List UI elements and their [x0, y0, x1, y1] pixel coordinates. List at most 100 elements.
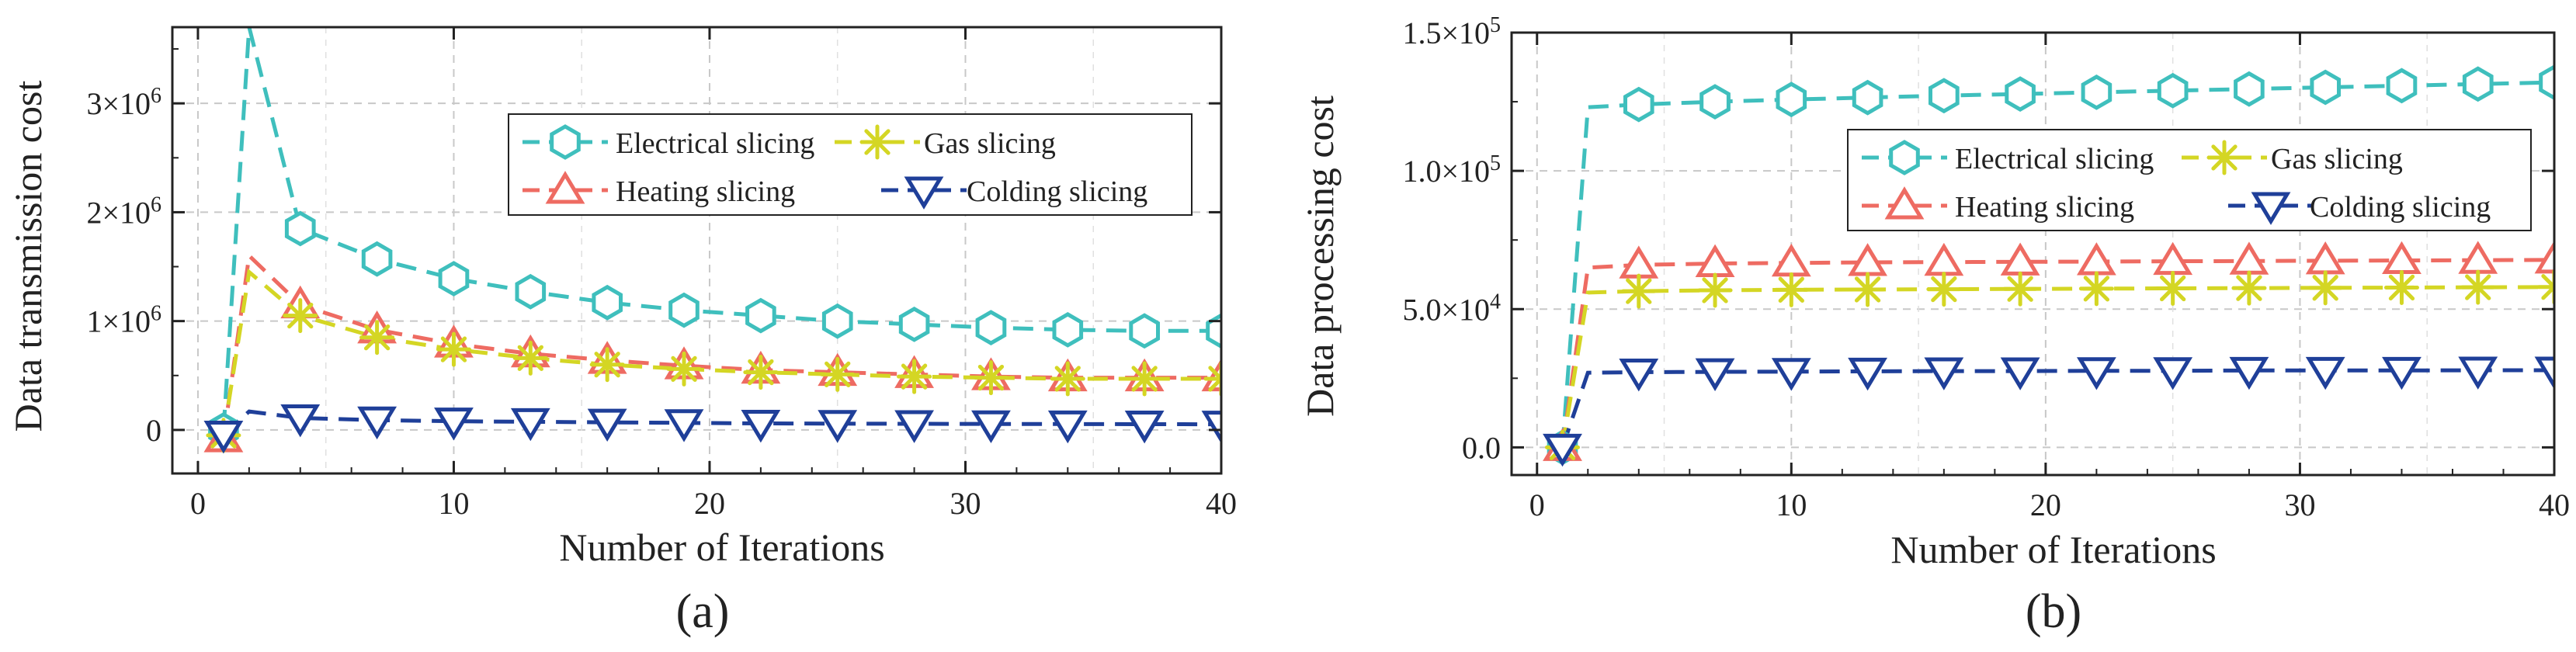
legend-marker-electrical	[1889, 140, 1920, 175]
data-point-electrical	[2386, 68, 2418, 104]
data-point-colding	[741, 409, 781, 443]
data-point-gas	[666, 351, 702, 387]
data-point-gas	[820, 356, 856, 392]
data-point-gas	[2536, 269, 2554, 305]
data-point-colding	[1124, 410, 1165, 444]
data-point-gas	[589, 347, 625, 383]
data-point-gas	[1050, 361, 1085, 397]
x-axis-title: Number of Iterations	[1890, 528, 2216, 571]
data-point-electrical	[745, 297, 776, 334]
data-point-heating	[1924, 242, 1964, 276]
y-tick-label: 5.0×104	[1402, 290, 1501, 328]
data-point-electrical	[438, 261, 470, 297]
x-tick-label: 20	[2030, 487, 2061, 522]
data-point-colding	[357, 406, 398, 440]
data-point-electrical	[898, 307, 930, 342]
data-point-colding	[434, 408, 474, 441]
data-point-colding	[2000, 357, 2040, 390]
data-point-colding	[203, 421, 244, 454]
data-point-electrical	[1129, 313, 1160, 349]
data-point-gas	[1203, 361, 1221, 397]
y-tick-label: 2×106	[86, 192, 161, 231]
legend-label-colding: Colding slicing	[967, 175, 1147, 208]
legend-label-electrical: Electrical slicing	[1955, 143, 2154, 175]
data-point-electrical	[1852, 79, 1883, 116]
data-point-electrical	[821, 303, 853, 339]
y-tick-label: 3×106	[86, 84, 161, 122]
plot-frame	[171, 26, 1223, 475]
data-point-electrical	[284, 210, 316, 247]
data-point-electrical	[361, 241, 393, 277]
legend-marker-heating	[1884, 186, 1925, 220]
data-point-gas	[512, 340, 548, 376]
data-point-electrical	[2234, 71, 2265, 107]
data-point-gas	[1127, 361, 1162, 397]
data-point-electrical	[515, 273, 547, 310]
data-point-colding	[2153, 357, 2193, 390]
series-line-gas	[1561, 285, 2554, 448]
data-point-colding	[1695, 358, 1735, 391]
x-tick-label: 10	[438, 486, 469, 521]
data-point-colding	[2534, 356, 2554, 390]
series-line-heating	[1561, 258, 2554, 448]
data-point-heating	[1619, 245, 1659, 279]
legend-marker-colding	[904, 176, 944, 210]
x-tick-label: 20	[694, 486, 725, 521]
data-point-electrical	[1776, 82, 1807, 118]
data-point-electrical	[1052, 312, 1084, 348]
data-point-colding	[664, 409, 704, 442]
legend-marker-gas	[2206, 140, 2242, 175]
data-point-gas	[2383, 269, 2419, 305]
data-point-gas	[973, 360, 1009, 396]
series-line-electrical	[1561, 80, 2554, 448]
data-point-colding	[818, 410, 858, 443]
data-point-electrical	[2157, 72, 2189, 109]
data-point-colding	[2076, 357, 2116, 390]
data-point-colding	[1201, 411, 1221, 444]
data-point-electrical	[1929, 78, 1960, 114]
data-point-heating	[1771, 243, 1811, 277]
y-tick-label: 0.0	[1462, 430, 1501, 465]
data-point-colding	[1848, 357, 1888, 391]
data-point-colding	[2229, 356, 2269, 390]
legend: Electrical slicing Gas slicing Heating s…	[1847, 129, 2532, 231]
x-tick-label: 10	[1776, 487, 1807, 522]
data-point-heating	[2305, 241, 2345, 275]
data-point-gas	[2460, 269, 2496, 305]
data-point-electrical	[1623, 86, 1654, 123]
data-point-gas	[283, 298, 318, 334]
data-point-gas	[1773, 272, 1809, 307]
data-point-gas	[1850, 272, 1886, 307]
data-point-electrical	[1699, 84, 1731, 120]
data-point-colding	[2382, 356, 2422, 390]
data-point-gas	[436, 331, 471, 367]
data-point-gas	[2155, 271, 2191, 307]
y-axis-title: Data transmission cost	[6, 81, 50, 432]
data-point-gas	[359, 320, 395, 355]
legend-label-heating: Heating slicing	[1955, 191, 2134, 224]
legend-marker-electrical	[550, 124, 581, 160]
data-point-colding	[1924, 357, 1964, 390]
x-tick-label: 30	[2284, 487, 2315, 522]
data-point-electrical	[592, 284, 623, 321]
chart-panel-b: 0.0 5.0×104 1.0×105 1.5×105 0 10 20 30 4…	[1298, 13, 2570, 639]
data-point-electrical	[975, 310, 1007, 345]
data-point-heating	[2534, 240, 2554, 274]
plot-frame	[1510, 31, 2556, 477]
data-point-colding	[1771, 358, 1811, 391]
data-point-colding	[971, 410, 1011, 444]
data-point-gas	[2002, 271, 2038, 307]
legend: Electrical slicing Gas slicing Heating s…	[508, 113, 1193, 216]
y-tick-label: 1.5×105	[1402, 13, 1501, 51]
data-point-colding	[587, 408, 627, 442]
data-point-gas	[2231, 270, 2267, 306]
legend-label-electrical: Electrical slicing	[616, 127, 814, 160]
y-tick-label: 1.0×105	[1402, 151, 1501, 189]
data-point-gas	[2078, 271, 2114, 307]
x-tick-label: 0	[190, 486, 206, 521]
y-tick-label: 0	[146, 413, 161, 448]
data-point-colding	[1619, 358, 1659, 392]
data-point-gas	[1697, 272, 1733, 308]
data-point-electrical	[2539, 64, 2554, 100]
